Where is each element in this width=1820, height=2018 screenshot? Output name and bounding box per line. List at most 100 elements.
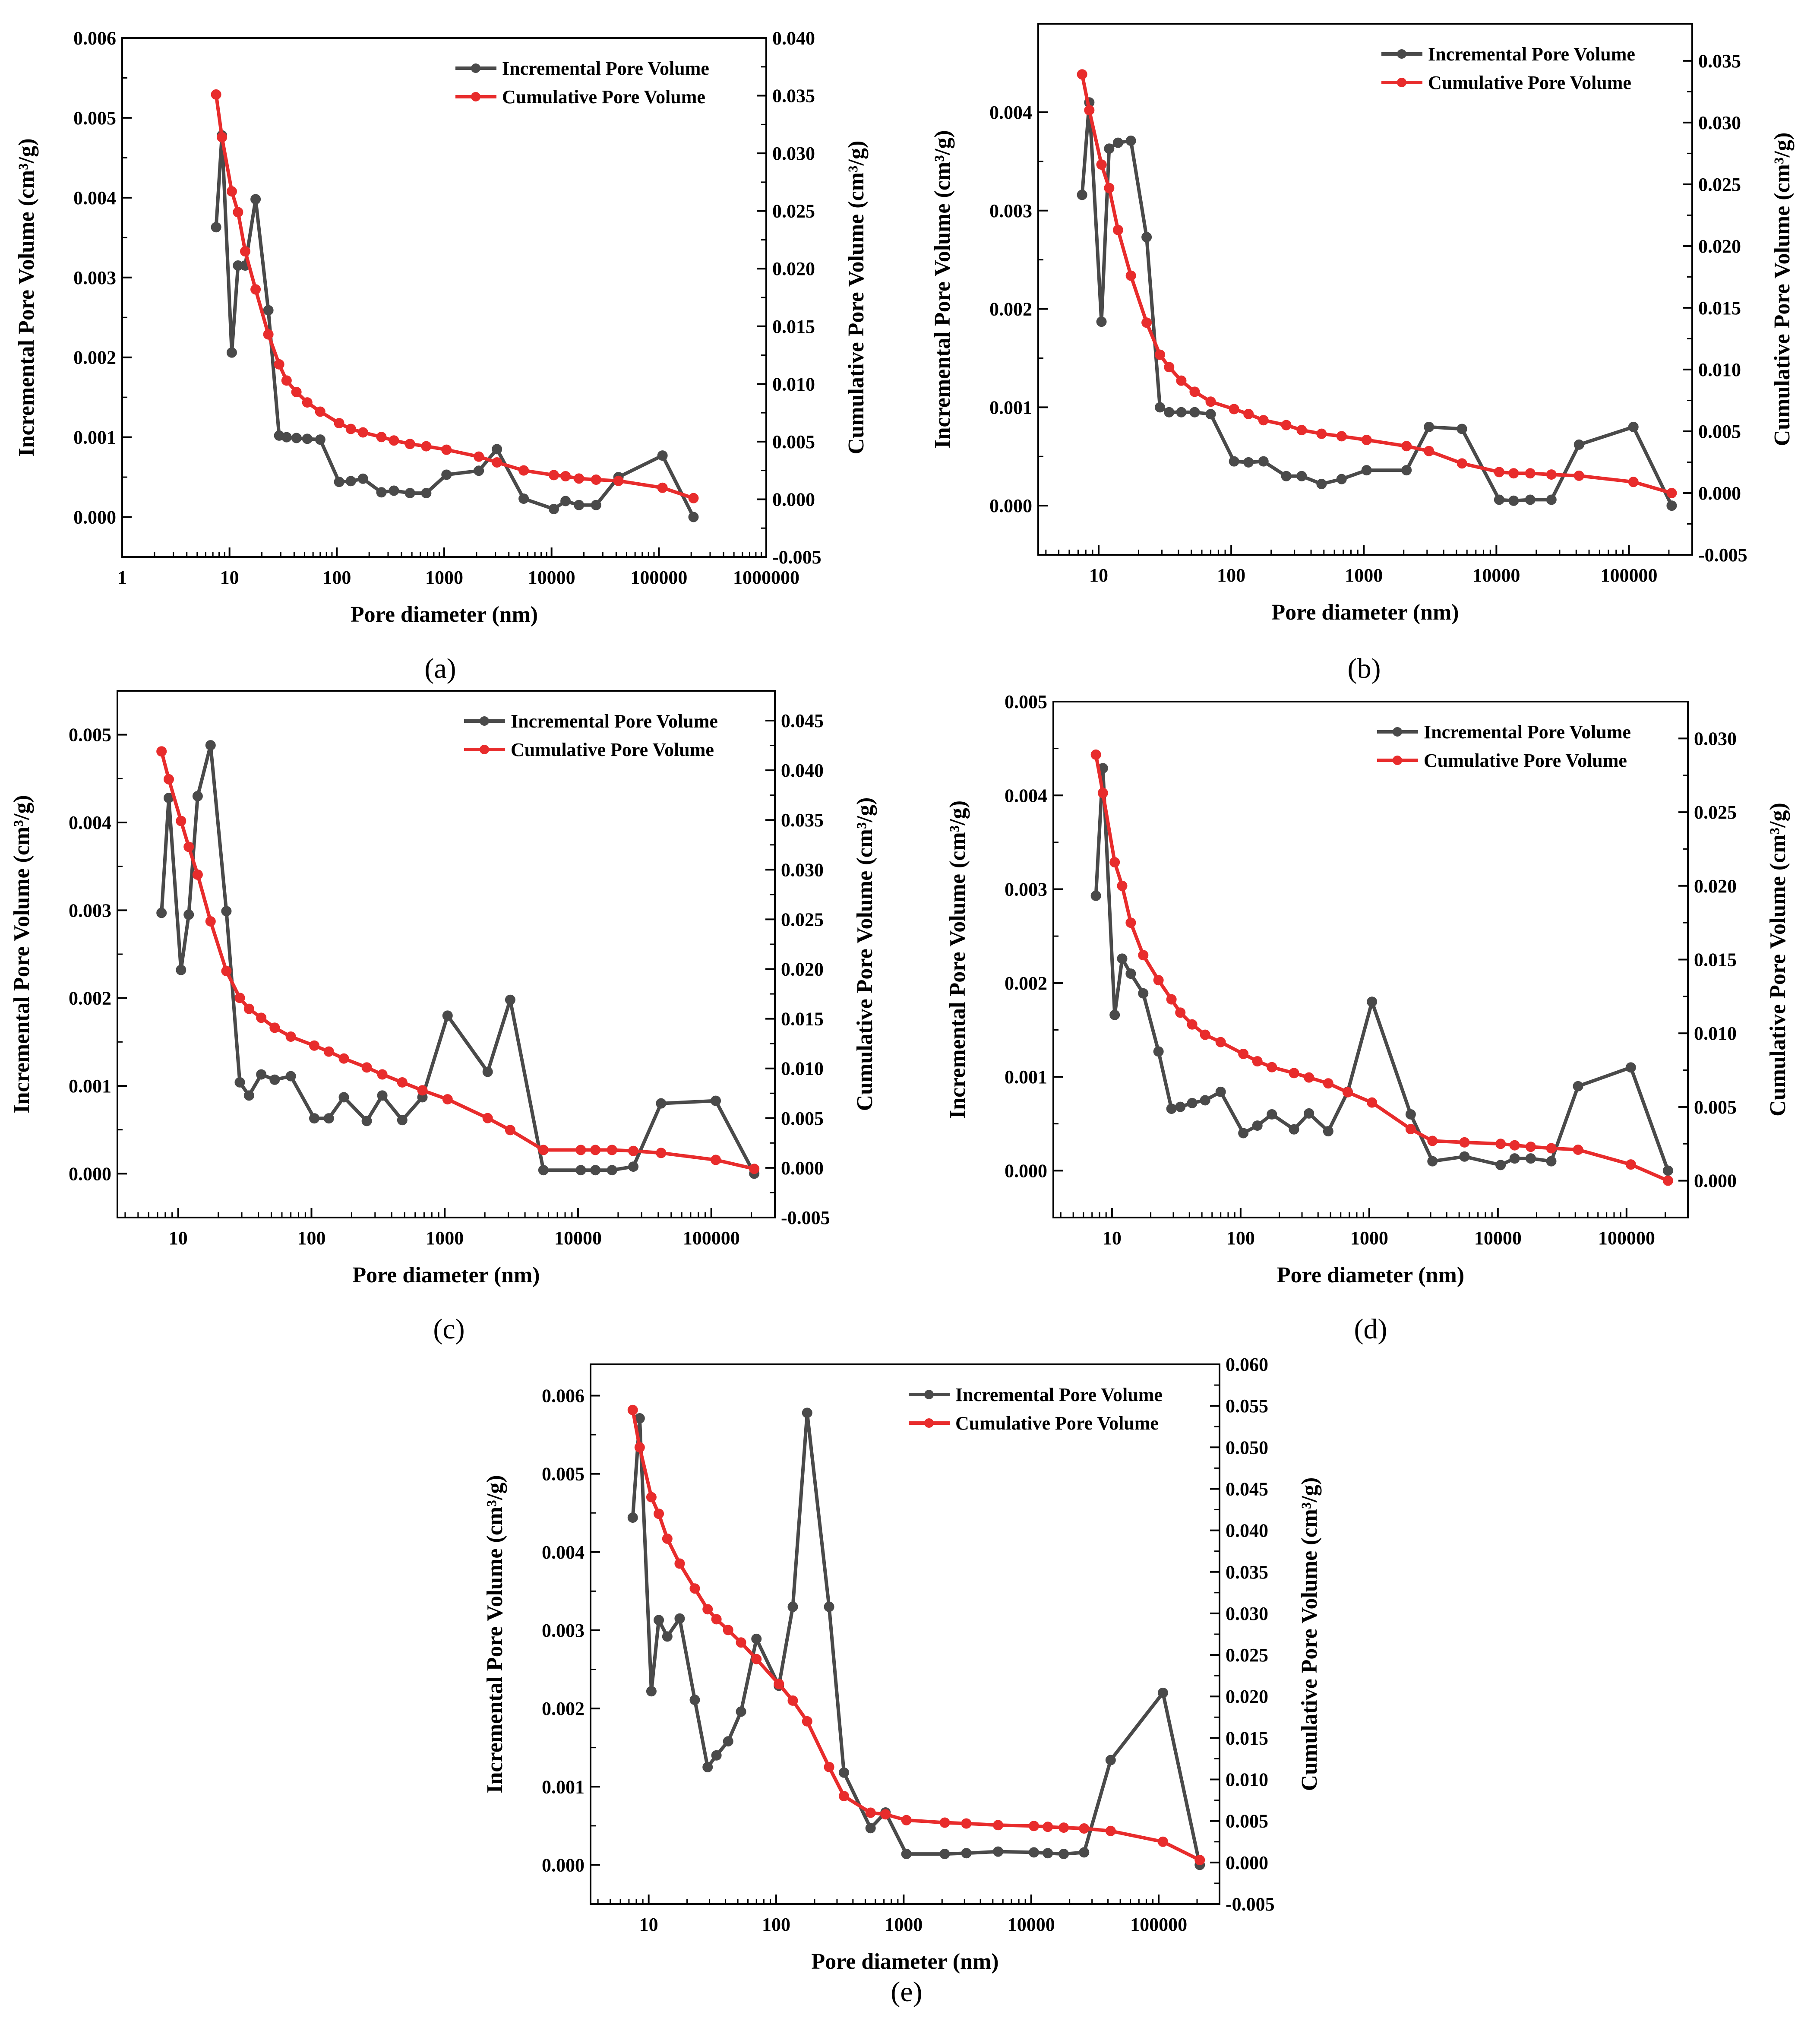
incremental-point <box>548 504 559 515</box>
cumulative-point <box>217 132 228 142</box>
incremental-point <box>1281 471 1292 481</box>
cumulative-point <box>1166 994 1177 1005</box>
cumulative-series-line <box>631 1410 1201 1862</box>
y-right-tick-label: -0.005 <box>772 547 822 568</box>
y-right-tick-label: 0.010 <box>781 1058 824 1079</box>
x-tick-label: 1000 <box>885 1914 923 1935</box>
x-tick-label: 100 <box>762 1914 790 1935</box>
cumulative-point <box>1267 1062 1277 1072</box>
incremental-point <box>1495 1160 1506 1170</box>
y-left-tick-label: 0.006 <box>542 1385 585 1406</box>
y-right-tick-label: 0.060 <box>1226 1354 1268 1375</box>
plot-frame <box>1037 23 1693 556</box>
y-right-tick-label: 0.015 <box>1694 949 1737 971</box>
y-right-tick-label: 0.025 <box>772 201 815 222</box>
cumulative-point <box>263 329 274 340</box>
legend-cumulative-marker <box>480 745 489 754</box>
y-left-tick-label: 0.003 <box>542 1620 585 1641</box>
x-axis-label: Pore diameter (nm) <box>1277 1263 1464 1287</box>
cumulative-point <box>474 451 484 462</box>
cumulative-point <box>1176 375 1187 386</box>
incremental-point <box>309 1113 320 1124</box>
y-right-tick-label: 0.025 <box>781 909 824 930</box>
incremental-point <box>674 1613 685 1624</box>
legend-incremental-label: Incremental Pore Volume <box>1428 44 1635 65</box>
cumulative-point <box>838 1791 849 1801</box>
cumulative-point <box>183 841 194 852</box>
y-right-tick-label: 0.020 <box>781 959 824 980</box>
x-axis-label: Pore diameter (nm) <box>1271 600 1459 625</box>
incremental-point <box>334 477 344 487</box>
incremental-point <box>1494 494 1504 505</box>
cumulative-point <box>211 89 221 100</box>
incremental-point <box>1267 1109 1277 1120</box>
incremental-point <box>1258 456 1269 467</box>
incremental-point <box>1096 316 1107 327</box>
legend-cumulative-label: Cumulative Pore Volume <box>1428 72 1631 93</box>
x-tick-label: 10000 <box>528 567 575 588</box>
cumulative-point <box>1125 270 1136 281</box>
y-right-tick-label: 0.010 <box>772 373 815 395</box>
cumulative-point <box>338 1053 349 1064</box>
y-left-tick-label: 0.000 <box>989 495 1032 516</box>
incremental-point <box>1323 1126 1333 1137</box>
incremental-point <box>183 909 194 920</box>
incremental-point <box>607 1165 617 1176</box>
legend-cumulative-label: Cumulative Pore Volume <box>511 739 714 760</box>
cumulative-point <box>1508 468 1519 479</box>
y-right-tick-label: -0.005 <box>1698 544 1747 566</box>
incremental-point <box>1079 1847 1090 1858</box>
incremental-point <box>628 1161 639 1172</box>
cumulative-point <box>1525 468 1536 479</box>
incremental-point <box>538 1165 549 1176</box>
cumulative-point <box>1666 487 1677 498</box>
cumulative-point <box>749 1164 760 1174</box>
x-tick-label: 10 <box>1089 565 1108 586</box>
cumulative-point <box>880 1809 891 1820</box>
cumulative-point <box>291 387 302 398</box>
incremental-point <box>357 473 368 484</box>
incremental-point <box>646 1686 657 1697</box>
y-right-axis-label: Cumulative Pore Volume (cm³/g) <box>1770 133 1795 446</box>
y-right-tick-label: 0.015 <box>1226 1727 1268 1749</box>
incremental-point <box>1459 1151 1470 1162</box>
cumulative-point <box>865 1807 876 1818</box>
incremental-point <box>560 496 571 506</box>
panel-label: (b) <box>1348 653 1381 684</box>
cumulative-point <box>1164 362 1175 373</box>
incremental-point <box>711 1750 722 1761</box>
incremental-point <box>662 1631 673 1642</box>
cumulative-point <box>1117 880 1128 891</box>
x-tick-label: 10000 <box>1008 1914 1055 1935</box>
legend-incremental-label: Incremental Pore Volume <box>955 1384 1163 1405</box>
cumulative-point <box>1367 1097 1378 1108</box>
cumulative-point <box>774 1679 784 1689</box>
legend-cumulative-label: Cumulative Pore Volume <box>1424 750 1627 771</box>
x-tick-label: 100 <box>322 567 351 588</box>
y-left-tick-label: 0.004 <box>73 187 116 209</box>
y-right-tick-label: 0.010 <box>1698 359 1741 380</box>
y-right-tick-label: 0.000 <box>1698 483 1741 504</box>
incremental-point <box>591 500 601 510</box>
cumulative-point <box>357 427 368 438</box>
y-left-axis-label: Incremental Pore Volume (cm³/g) <box>9 795 34 1113</box>
cumulative-point <box>1138 950 1149 961</box>
x-tick-label: 1000000 <box>733 567 799 588</box>
cumulative-point <box>1157 1836 1168 1847</box>
cumulative-point <box>250 284 261 295</box>
cumulative-point <box>361 1062 372 1073</box>
panel-b: 10 100 1000 10000 100000 0.000 0.001 0.002 0.003… <box>930 23 1795 684</box>
incremental-point <box>192 791 203 801</box>
cumulative-point <box>1175 1007 1186 1018</box>
incremental-point <box>291 433 302 443</box>
legend-incremental-marker <box>924 1390 934 1399</box>
legend-incremental-marker <box>1393 727 1402 737</box>
cumulative-point <box>1509 1140 1520 1151</box>
cumulative-point <box>1238 1049 1249 1060</box>
cumulative-point <box>442 1094 453 1105</box>
incremental-point <box>302 433 313 444</box>
y-left-tick-label: 0.002 <box>69 988 111 1009</box>
x-tick-label: 10 <box>1103 1227 1122 1249</box>
incremental-point <box>1509 1153 1520 1164</box>
incremental-point <box>1189 407 1200 418</box>
